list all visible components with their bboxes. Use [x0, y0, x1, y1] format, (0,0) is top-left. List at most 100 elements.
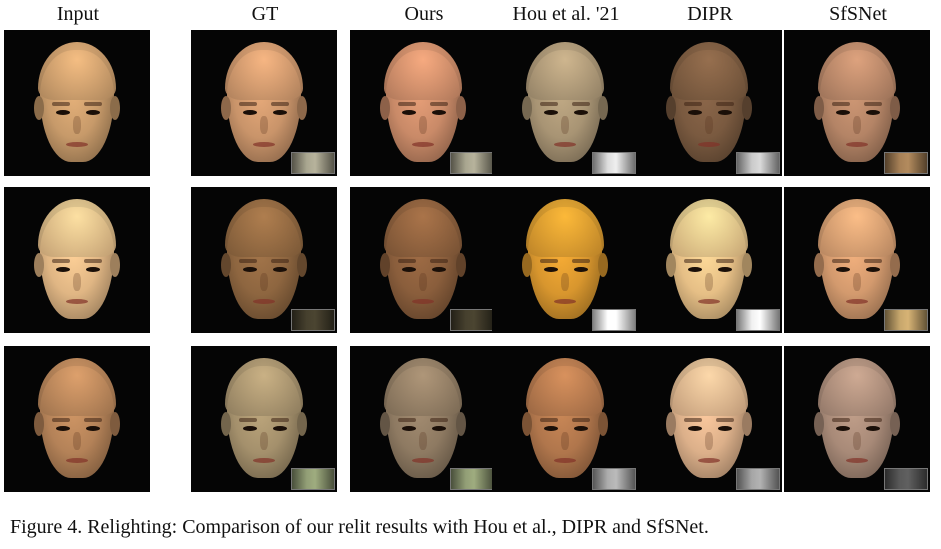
eye [402, 110, 416, 115]
face-image-row2-sfsnet [784, 187, 930, 333]
column-header-dipr: DIPR [687, 3, 733, 25]
nose [705, 116, 713, 134]
face-image-row2-ours [350, 187, 496, 333]
eyebrow [572, 259, 590, 263]
eyebrow [832, 418, 850, 422]
eyebrow [239, 102, 257, 106]
ear [522, 412, 532, 436]
lighting-probe-thumbnail [592, 468, 636, 490]
lighting-probe-thumbnail [450, 152, 494, 174]
nose [561, 273, 569, 291]
nose [561, 432, 569, 450]
mouth [846, 142, 868, 147]
face-image-row3-dipr [636, 346, 782, 492]
eye [273, 267, 287, 272]
eyebrow [398, 418, 416, 422]
mouth [554, 299, 576, 304]
lighting-probe-thumbnail [884, 309, 928, 331]
ear [456, 412, 466, 436]
mouth [698, 458, 720, 463]
face-image-row1-gt [191, 30, 337, 176]
eyebrow [84, 102, 102, 106]
eye [836, 267, 850, 272]
eye [273, 426, 287, 431]
mouth [66, 142, 88, 147]
column-header-hou: Hou et al. '21 [512, 3, 620, 25]
ear [297, 412, 307, 436]
lighting-probe-thumbnail [736, 152, 780, 174]
face-image-row2-hou [492, 187, 638, 333]
ear [666, 253, 676, 277]
lighting-probe-thumbnail [884, 152, 928, 174]
hair-cap [384, 358, 462, 416]
eye [688, 110, 702, 115]
ear [297, 96, 307, 120]
face-image-row3-gt [191, 346, 337, 492]
eye [866, 267, 880, 272]
eye [402, 267, 416, 272]
face-image-row1-input [4, 30, 150, 176]
eye [432, 426, 446, 431]
mouth [66, 299, 88, 304]
ear [814, 253, 824, 277]
ear [742, 253, 752, 277]
ear [814, 412, 824, 436]
eyebrow [540, 102, 558, 106]
eyebrow [271, 102, 289, 106]
hair-cap [38, 358, 116, 416]
mouth [253, 458, 275, 463]
ear [890, 412, 900, 436]
face-image-row1-sfsnet [784, 30, 930, 176]
ear [34, 96, 44, 120]
lighting-probe-thumbnail [592, 152, 636, 174]
eyebrow [398, 259, 416, 263]
face-image-row1-dipr [636, 30, 782, 176]
eyebrow [398, 102, 416, 106]
hair-cap [526, 358, 604, 416]
eyebrow [716, 259, 734, 263]
ear [221, 96, 231, 120]
ear [814, 96, 824, 120]
face-image-row3-hou [492, 346, 638, 492]
nose [260, 432, 268, 450]
eye [574, 426, 588, 431]
ear [742, 96, 752, 120]
eyebrow [832, 259, 850, 263]
nose [419, 273, 427, 291]
eyebrow [239, 259, 257, 263]
hair-cap [818, 199, 896, 257]
nose [853, 273, 861, 291]
ear [34, 412, 44, 436]
eyebrow [864, 418, 882, 422]
mouth [698, 299, 720, 304]
ear [598, 412, 608, 436]
ear [110, 253, 120, 277]
eye [574, 110, 588, 115]
ear [666, 412, 676, 436]
ear [221, 253, 231, 277]
eye [86, 110, 100, 115]
mouth [253, 299, 275, 304]
mouth [253, 142, 275, 147]
column-header-gt: GT [251, 3, 279, 25]
eye [56, 267, 70, 272]
mouth [412, 299, 434, 304]
nose [853, 432, 861, 450]
eyebrow [52, 418, 70, 422]
ear [110, 412, 120, 436]
lighting-probe-thumbnail [592, 309, 636, 331]
hair-cap [225, 358, 303, 416]
hair-cap [38, 42, 116, 100]
lighting-probe-thumbnail [884, 468, 928, 490]
eye [56, 110, 70, 115]
eye [836, 426, 850, 431]
eyebrow [84, 259, 102, 263]
hair-cap [818, 358, 896, 416]
nose [73, 432, 81, 450]
face-image-row3-ours [350, 346, 496, 492]
ear [221, 412, 231, 436]
eye [243, 110, 257, 115]
hair-cap [225, 199, 303, 257]
eye [544, 110, 558, 115]
hair-cap [818, 42, 896, 100]
